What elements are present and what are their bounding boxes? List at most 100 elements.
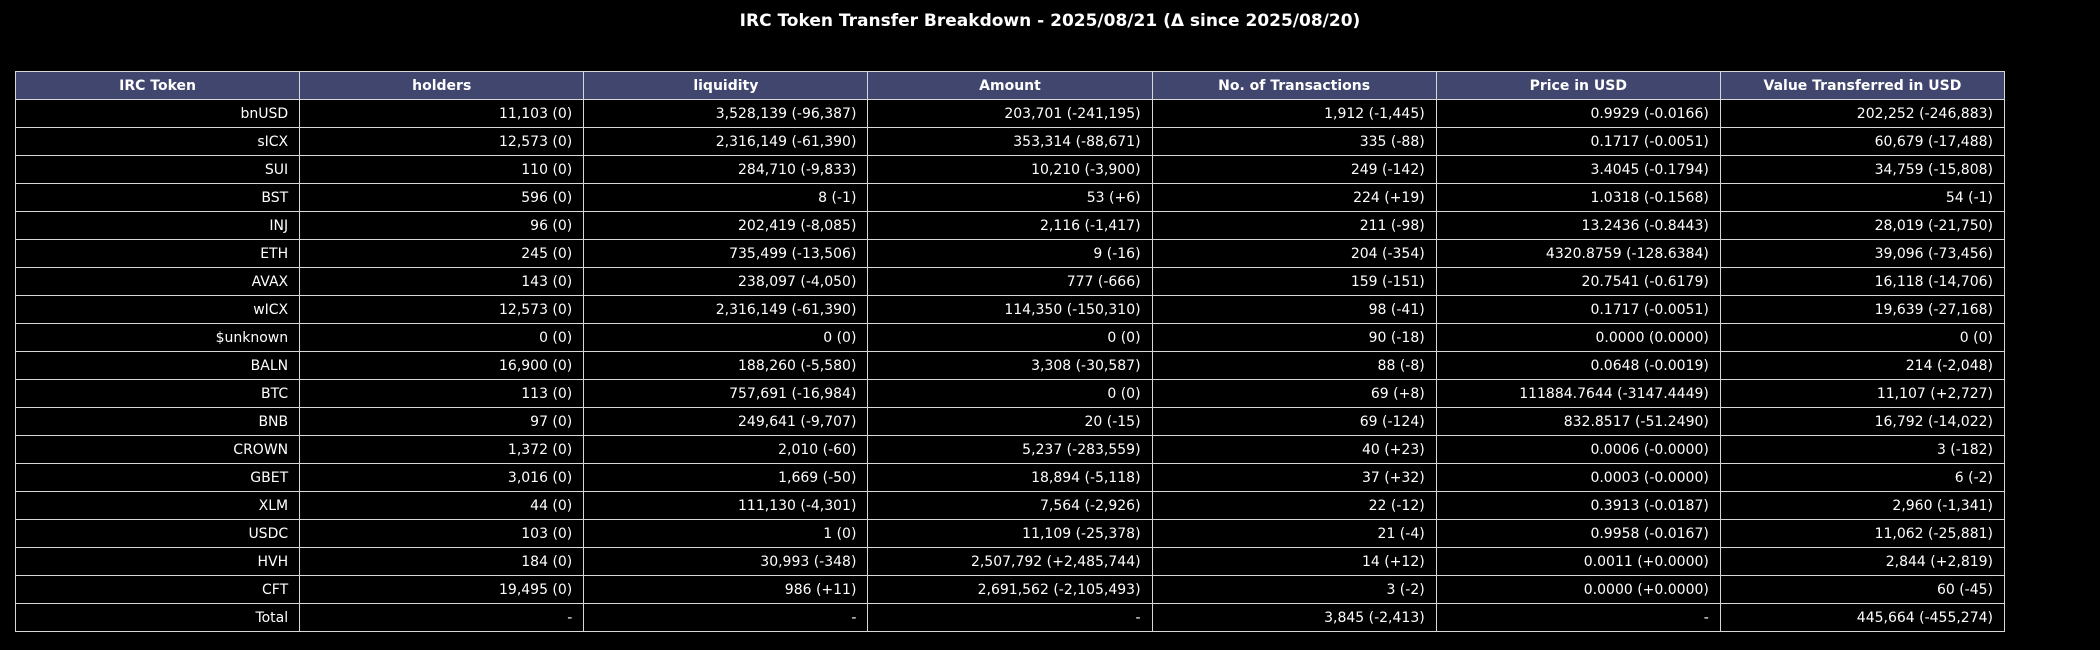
table-cell: 16,792 (-14,022) <box>1719 407 2006 436</box>
table-cell: 60,679 (-17,488) <box>1719 127 2006 156</box>
table-cell: $unknown <box>14 323 301 352</box>
table-cell: 2,010 (-60) <box>583 435 869 464</box>
table-row: bnUSD 11,103 (0) 3,528,139 (-96,387) 203,70… <box>14 99 2006 128</box>
table-cell: 69 (+8) <box>1151 379 1437 408</box>
table-cell: 12,573 (0) <box>299 127 585 156</box>
table-cell: 204 (-354) <box>1151 239 1437 268</box>
table-cell: 4320.8759 (-128.6384) <box>1435 239 1721 268</box>
table-cell: 69 (-124) <box>1151 407 1437 436</box>
table-cell: - <box>299 603 585 632</box>
table-cell: 211 (-98) <box>1151 211 1437 240</box>
table-cell: 0.0648 (-0.0019) <box>1435 351 1721 380</box>
column-header: holders <box>299 71 585 100</box>
table-cell: 159 (-151) <box>1151 267 1437 296</box>
table-cell: 11,103 (0) <box>299 99 585 128</box>
table-cell: 445,664 (-455,274) <box>1719 603 2006 632</box>
table-row: INJ 96 (0) 202,419 (-8,085) 2,116 (-1,417) 2… <box>14 211 2006 240</box>
table-cell: 353,314 (-88,671) <box>867 127 1153 156</box>
table-cell: 18,894 (-5,118) <box>867 463 1153 492</box>
table-cell: 2,844 (+2,819) <box>1719 547 2006 576</box>
table-cell: 113 (0) <box>299 379 585 408</box>
data-table: IRC Token holders liquidity Amount No. of Tr… <box>14 71 2006 632</box>
table-cell: 20 (-15) <box>867 407 1153 436</box>
table-cell: 1.0318 (-0.1568) <box>1435 183 1721 212</box>
table-cell: 114,350 (-150,310) <box>867 295 1153 324</box>
table-cell: 0.1717 (-0.0051) <box>1435 295 1721 324</box>
table-cell: INJ <box>14 211 301 240</box>
table-cell: 3,845 (-2,413) <box>1151 603 1437 632</box>
table-cell: 238,097 (-4,050) <box>583 267 869 296</box>
table-row: GBET 3,016 (0) 1,669 (-50) 18,894 (-5,118) 3… <box>14 463 2006 492</box>
column-header: No. of Transactions <box>1151 71 1437 100</box>
table-cell: 2,316,149 (-61,390) <box>583 295 869 324</box>
table-cell: 6 (-2) <box>1719 463 2006 492</box>
table-cell: 0 (0) <box>867 379 1153 408</box>
table-cell: 110 (0) <box>299 155 585 184</box>
table-cell: 11,062 (-25,881) <box>1719 519 2006 548</box>
table-cell: 832.8517 (-51.2490) <box>1435 407 1721 436</box>
table-cell: - <box>583 603 869 632</box>
table-cell: 2,507,792 (+2,485,744) <box>867 547 1153 576</box>
table-cell: 184 (0) <box>299 547 585 576</box>
table-cell: 0 (0) <box>583 323 869 352</box>
table-cell: XLM <box>14 491 301 520</box>
table-cell: 7,564 (-2,926) <box>867 491 1153 520</box>
table-cell: 0.0011 (+0.0000) <box>1435 547 1721 576</box>
table-row: sICX 12,573 (0) 2,316,149 (-61,390) 353,314… <box>14 127 2006 156</box>
table-row: BNB 97 (0) 249,641 (-9,707) 20 (-15) 69 (-12… <box>14 407 2006 436</box>
table-cell: 188,260 (-5,580) <box>583 351 869 380</box>
table-cell: 3,308 (-30,587) <box>867 351 1153 380</box>
table-cell: 284,710 (-9,833) <box>583 155 869 184</box>
table-row: Total - - -3,845 (-2,413) -445,664 (-455,274… <box>14 603 2006 632</box>
table-cell: 0.9958 (-0.0167) <box>1435 519 1721 548</box>
table-cell: 21 (-4) <box>1151 519 1437 548</box>
table-cell: 596 (0) <box>299 183 585 212</box>
table-cell: CFT <box>14 575 301 604</box>
table-cell: wICX <box>14 295 301 324</box>
table-cell: 3 (-2) <box>1151 575 1437 604</box>
table-cell: 2,316,149 (-61,390) <box>583 127 869 156</box>
table-cell: 14 (+12) <box>1151 547 1437 576</box>
table-cell: 103 (0) <box>299 519 585 548</box>
table-cell: 0 (0) <box>1719 323 2006 352</box>
table-cell: 1,669 (-50) <box>583 463 869 492</box>
table-cell: 245 (0) <box>299 239 585 268</box>
table-cell: 39,096 (-73,456) <box>1719 239 2006 268</box>
table-row: SUI 110 (0) 284,710 (-9,833) 10,210 (-3,900… <box>14 155 2006 184</box>
table-row: wICX 12,573 (0) 2,316,149 (-61,390) 114,350… <box>14 295 2006 324</box>
table-cell: 757,691 (-16,984) <box>583 379 869 408</box>
table-cell: 19,495 (0) <box>299 575 585 604</box>
column-header: IRC Token <box>14 71 301 100</box>
table-cell: 249,641 (-9,707) <box>583 407 869 436</box>
table-cell: 97 (0) <box>299 407 585 436</box>
table-cell: 12,573 (0) <box>299 295 585 324</box>
table-row: BST 596 (0) 8 (-1) 53 (+6) 224 (+19) 1.0318 (… <box>14 183 2006 212</box>
table-cell: 0 (0) <box>299 323 585 352</box>
column-header: liquidity <box>583 71 869 100</box>
table-cell: 40 (+23) <box>1151 435 1437 464</box>
table-cell: - <box>867 603 1153 632</box>
table-cell: 3 (-182) <box>1719 435 2006 464</box>
table-cell: 0.0000 (0.0000) <box>1435 323 1721 352</box>
table-cell: 735,499 (-13,506) <box>583 239 869 268</box>
table-cell: 3,528,139 (-96,387) <box>583 99 869 128</box>
table-cell: 53 (+6) <box>867 183 1153 212</box>
table-cell: 11,109 (-25,378) <box>867 519 1153 548</box>
table-cell: 13.2436 (-0.8443) <box>1435 211 1721 240</box>
table-container: IRC Token holders liquidity Amount No. of Tr… <box>14 71 2006 632</box>
table-row: $unknown 0 (0) 0 (0) 0 (0) 90 (-18) 0.0000 (0… <box>14 323 2006 352</box>
table-cell: 0.0006 (-0.0000) <box>1435 435 1721 464</box>
table-cell: 202,419 (-8,085) <box>583 211 869 240</box>
table-cell: BTC <box>14 379 301 408</box>
table-cell: 143 (0) <box>299 267 585 296</box>
table-cell: Total <box>14 603 301 632</box>
table-cell: 0 (0) <box>867 323 1153 352</box>
table-cell: 54 (-1) <box>1719 183 2006 212</box>
table-cell: GBET <box>14 463 301 492</box>
table-cell: BNB <box>14 407 301 436</box>
table-cell: 111,130 (-4,301) <box>583 491 869 520</box>
table-cell: sICX <box>14 127 301 156</box>
table-cell: 98 (-41) <box>1151 295 1437 324</box>
table-row: HVH 184 (0) 30,993 (-348) 2,507,792 (+2,485… <box>14 547 2006 576</box>
